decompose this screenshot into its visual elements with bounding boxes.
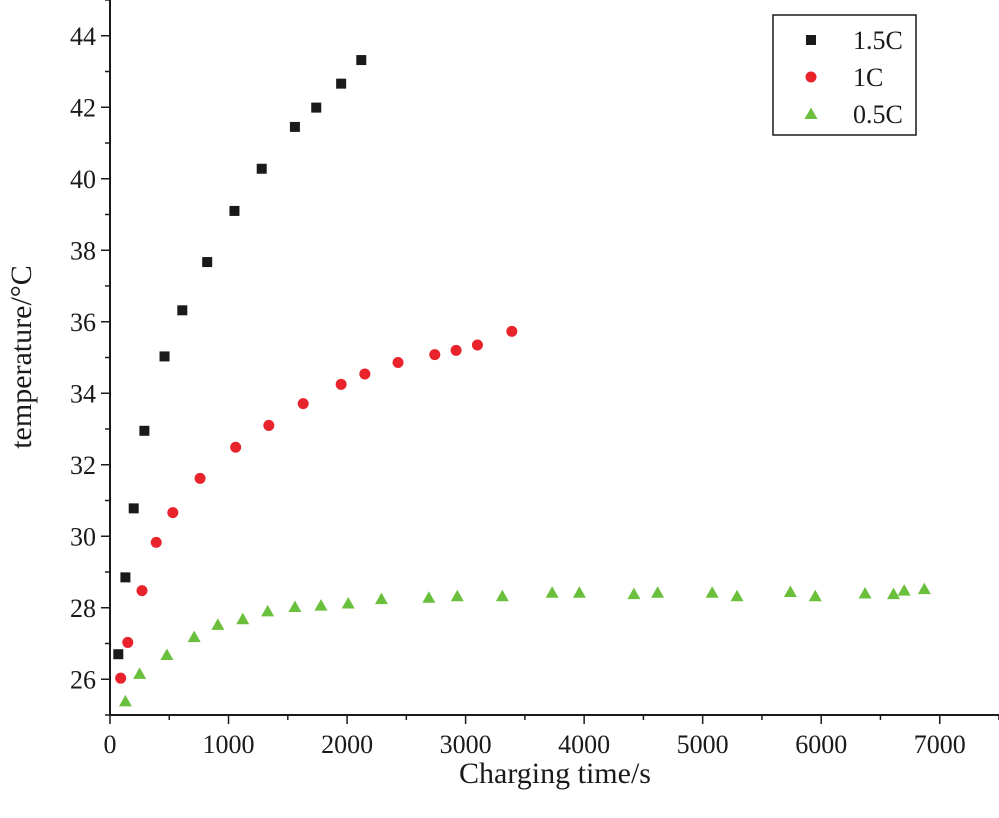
data-point-1.5C [139, 425, 150, 436]
data-point-1C [194, 472, 206, 484]
data-point-0.5C [730, 589, 744, 602]
data-point-1C [429, 349, 441, 361]
x-tick-label: 7000 [914, 730, 966, 759]
data-point-0.5C [495, 589, 509, 602]
legend-label-1.5C: 1.5C [853, 26, 903, 55]
data-point-0.5C [545, 586, 559, 598]
data-point-0.5C [341, 596, 355, 609]
data-point-1C [450, 344, 462, 356]
data-point-1.5C [289, 121, 300, 132]
data-point-0.5C [187, 630, 201, 643]
data-point-0.5C [783, 585, 797, 598]
data-point-0.5C [422, 591, 436, 603]
data-point-1C [263, 419, 275, 431]
data-point-0.5C [288, 600, 302, 613]
data-point-0.5C [211, 618, 225, 630]
data-point-0.5C [705, 586, 719, 598]
x-tick-label: 5000 [677, 730, 729, 759]
series-0.5C [118, 582, 931, 707]
data-point-0.5C [808, 589, 822, 602]
legend-marker-0.5C [804, 107, 818, 119]
data-point-0.5C [917, 582, 931, 595]
legend-box [772, 14, 917, 136]
data-point-1.5C [229, 205, 240, 216]
data-point-0.5C [160, 648, 174, 660]
plot-area [113, 55, 931, 707]
y-tick-label: 26 [70, 665, 96, 694]
data-point-0.5C [314, 599, 328, 611]
data-point-1.5C [356, 55, 367, 66]
data-point-1C [359, 368, 371, 380]
data-point-1C [167, 507, 179, 519]
y-tick-label: 34 [70, 379, 96, 408]
data-point-1.5C [159, 351, 170, 362]
series-1.5C [113, 55, 367, 660]
y-tick-label: 36 [70, 308, 96, 337]
axes: 0 1000 2000 3000 4000 5000 6000 7000 26 28 30 32 34 3… [70, 0, 999, 759]
data-point-1.5C [120, 572, 131, 583]
data-point-1C [297, 398, 309, 410]
data-point-0.5C [651, 586, 665, 598]
data-point-1C [122, 636, 134, 648]
data-point-0.5C [374, 592, 388, 605]
y-tick-label: 40 [70, 165, 96, 194]
y-tick-label: 44 [70, 22, 96, 51]
x-tick-label: 2000 [321, 730, 373, 759]
y-axis-title: temperature/°C [5, 265, 38, 449]
data-point-1C [230, 441, 242, 453]
data-point-0.5C [118, 694, 132, 707]
data-point-0.5C [887, 587, 901, 600]
x-tick-label: 6000 [795, 730, 847, 759]
legend-label-0.5C: 0.5C [853, 100, 903, 129]
data-point-0.5C [572, 586, 586, 598]
series-1C [115, 325, 518, 684]
data-point-1.5C [177, 305, 188, 316]
y-tick-label: 32 [70, 451, 96, 480]
data-point-1C [136, 585, 148, 597]
data-point-1.5C [256, 163, 267, 174]
data-point-1C [471, 339, 483, 351]
data-point-1.5C [128, 503, 139, 514]
y-tick-label: 28 [70, 594, 96, 623]
data-point-0.5C [133, 667, 147, 679]
data-point-0.5C [858, 586, 872, 599]
data-point-0.5C [627, 587, 641, 600]
y-tick-label: 38 [70, 236, 96, 265]
data-point-0.5C [261, 604, 275, 617]
data-point-1C [115, 672, 127, 684]
legend-marker-1C [805, 71, 817, 83]
x-tick-label: 0 [104, 730, 117, 759]
data-point-1C [392, 357, 404, 369]
x-tick-label: 4000 [558, 730, 610, 759]
legend-label-1C: 1C [853, 63, 883, 92]
y-tick-label: 42 [70, 93, 96, 122]
data-point-1.5C [336, 78, 347, 89]
data-point-1.5C [202, 257, 213, 268]
data-point-1C [335, 378, 347, 390]
data-point-1C [506, 325, 518, 337]
x-tick-label: 1000 [203, 730, 255, 759]
data-point-0.5C [236, 612, 250, 625]
legend-marker-1.5C [806, 35, 816, 45]
data-point-0.5C [897, 584, 911, 596]
x-tick-label: 3000 [440, 730, 492, 759]
y-tick-label: 30 [70, 522, 96, 551]
legend: 1.5C 1C 0.5C [772, 14, 917, 136]
data-point-1C [150, 536, 162, 548]
data-point-1.5C [113, 649, 124, 660]
x-axis-title: Charging time/s [459, 757, 651, 790]
data-point-0.5C [450, 589, 464, 602]
data-point-1.5C [311, 102, 322, 113]
